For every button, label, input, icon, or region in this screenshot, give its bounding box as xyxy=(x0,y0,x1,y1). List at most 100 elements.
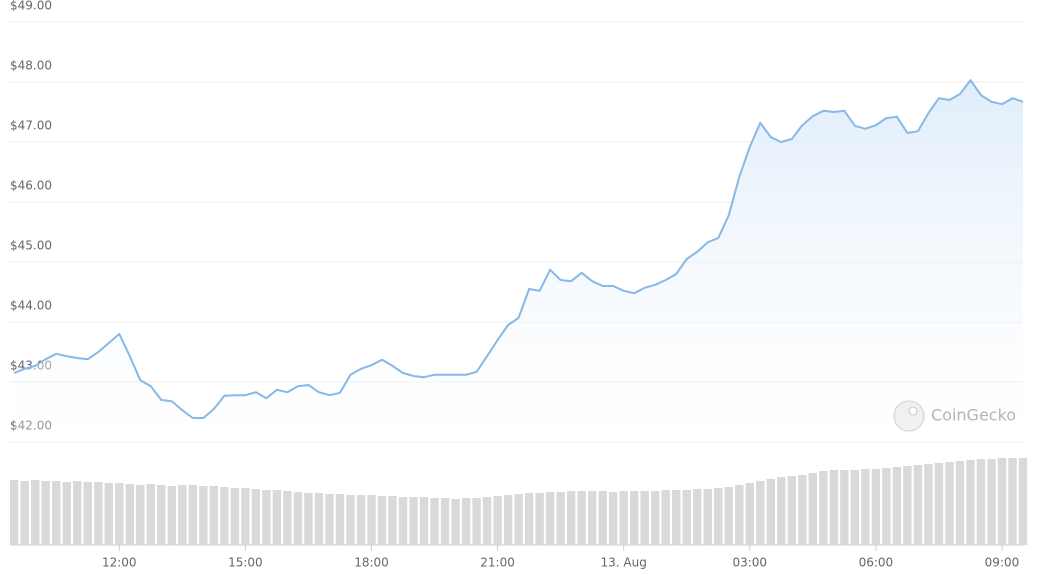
volume-bar xyxy=(451,499,460,545)
volume-bar xyxy=(798,475,807,545)
volume-bar xyxy=(693,489,702,545)
volume-bar xyxy=(178,485,187,545)
volume-bar xyxy=(672,490,681,545)
volume-bar xyxy=(892,467,902,545)
volume-bar xyxy=(787,476,797,545)
volume-bar xyxy=(125,484,134,545)
volume-bar xyxy=(819,471,828,545)
plot: $42.00$43.00$44.00$45.00$46.00$47.00$48.… xyxy=(10,0,1028,570)
volume-bar xyxy=(115,483,124,545)
volume-bar xyxy=(955,461,965,545)
x-tick-label: 06:00 xyxy=(859,556,894,570)
x-tick-label: 12:00 xyxy=(102,556,137,570)
volume-bar xyxy=(1018,458,1028,545)
volume-bar xyxy=(419,497,429,545)
volume-bar xyxy=(325,494,334,545)
x-tick-label: 21:00 xyxy=(480,556,515,570)
volume-bar xyxy=(903,466,912,545)
volume-bar xyxy=(94,482,103,545)
volume-bar xyxy=(314,493,324,545)
volume-bar xyxy=(724,487,733,545)
volume-bar xyxy=(577,491,586,545)
volume-bar xyxy=(840,470,849,545)
volume-bar xyxy=(587,491,597,545)
volume-bar xyxy=(293,492,303,545)
volume-bar xyxy=(188,485,198,545)
volume-bar xyxy=(388,496,397,545)
volume-bar xyxy=(997,458,1007,545)
volume-bar xyxy=(199,486,208,545)
volume-bar xyxy=(430,498,439,545)
volume-bar xyxy=(882,468,891,545)
y-tick-label: $47.00 xyxy=(10,119,52,133)
volume-bar xyxy=(640,491,649,545)
watermark-logo-eye xyxy=(908,406,918,416)
x-tick-label: 18:00 xyxy=(354,556,389,570)
watermark-text: CoinGecko xyxy=(931,406,1016,425)
watermark-logo xyxy=(893,400,925,432)
volume-bar xyxy=(335,494,345,545)
volume-bar xyxy=(629,491,639,545)
volume-bar xyxy=(756,481,765,545)
volume-bar xyxy=(966,460,975,545)
volume-bar xyxy=(608,492,618,545)
volume-bar xyxy=(220,487,229,545)
volume-bar xyxy=(83,482,92,545)
watermark: CoinGecko xyxy=(893,400,1016,432)
volume-bar xyxy=(272,490,282,545)
volume-bar xyxy=(514,494,523,545)
volume-bar xyxy=(136,485,145,545)
volume-bar xyxy=(714,488,723,545)
volume-bar xyxy=(377,496,387,545)
volume-bar xyxy=(945,462,954,545)
volume-bar xyxy=(861,469,870,545)
volume-bar xyxy=(304,493,313,545)
volume-bar xyxy=(482,497,492,545)
volume-bar xyxy=(913,465,923,545)
volume-bar xyxy=(766,479,776,545)
volume-bar xyxy=(230,488,240,545)
volume-bar xyxy=(703,489,712,545)
volume-bar xyxy=(62,482,71,545)
x-tick-label: 15:00 xyxy=(228,556,263,570)
volume-bar xyxy=(157,485,166,545)
volume-bar xyxy=(440,498,450,545)
volume-bar xyxy=(1008,458,1017,545)
volume-bar xyxy=(777,477,786,545)
y-tick-label: $44.00 xyxy=(10,299,52,313)
price-line xyxy=(13,79,1024,419)
volume-bar xyxy=(52,481,61,545)
volume-bar xyxy=(735,485,744,545)
volume-bar xyxy=(829,470,839,545)
volume-bar xyxy=(503,495,513,545)
volume-bar xyxy=(409,497,418,545)
volume-bar xyxy=(209,486,219,545)
volume-bar xyxy=(545,492,555,545)
volume-bar xyxy=(146,484,156,545)
volume-bar xyxy=(461,498,471,545)
volume-bar xyxy=(524,493,534,545)
volume-bar xyxy=(808,473,818,545)
volume-bar xyxy=(346,495,355,545)
volume-bar xyxy=(367,495,376,545)
y-tick-label: $48.00 xyxy=(10,59,52,73)
volume-bar xyxy=(251,489,261,545)
volume-bar xyxy=(682,490,691,545)
volume-bar xyxy=(924,464,933,545)
volume-bar xyxy=(661,490,670,545)
y-tick-label: $46.00 xyxy=(10,179,52,193)
volume-bar xyxy=(241,488,250,545)
volume-bar xyxy=(167,486,177,545)
volume-bar xyxy=(871,469,881,545)
volume-bar xyxy=(745,483,754,545)
volume-bar xyxy=(73,481,82,545)
volume-bar xyxy=(41,481,50,545)
volume-bar xyxy=(651,491,660,545)
volume-bar xyxy=(20,481,29,545)
volume-bar xyxy=(987,459,996,545)
y-tick-label: $49.00 xyxy=(10,0,52,13)
x-tick-label: 13. Aug xyxy=(601,556,647,570)
volume-bar xyxy=(976,459,986,545)
volume-bar xyxy=(619,491,628,545)
